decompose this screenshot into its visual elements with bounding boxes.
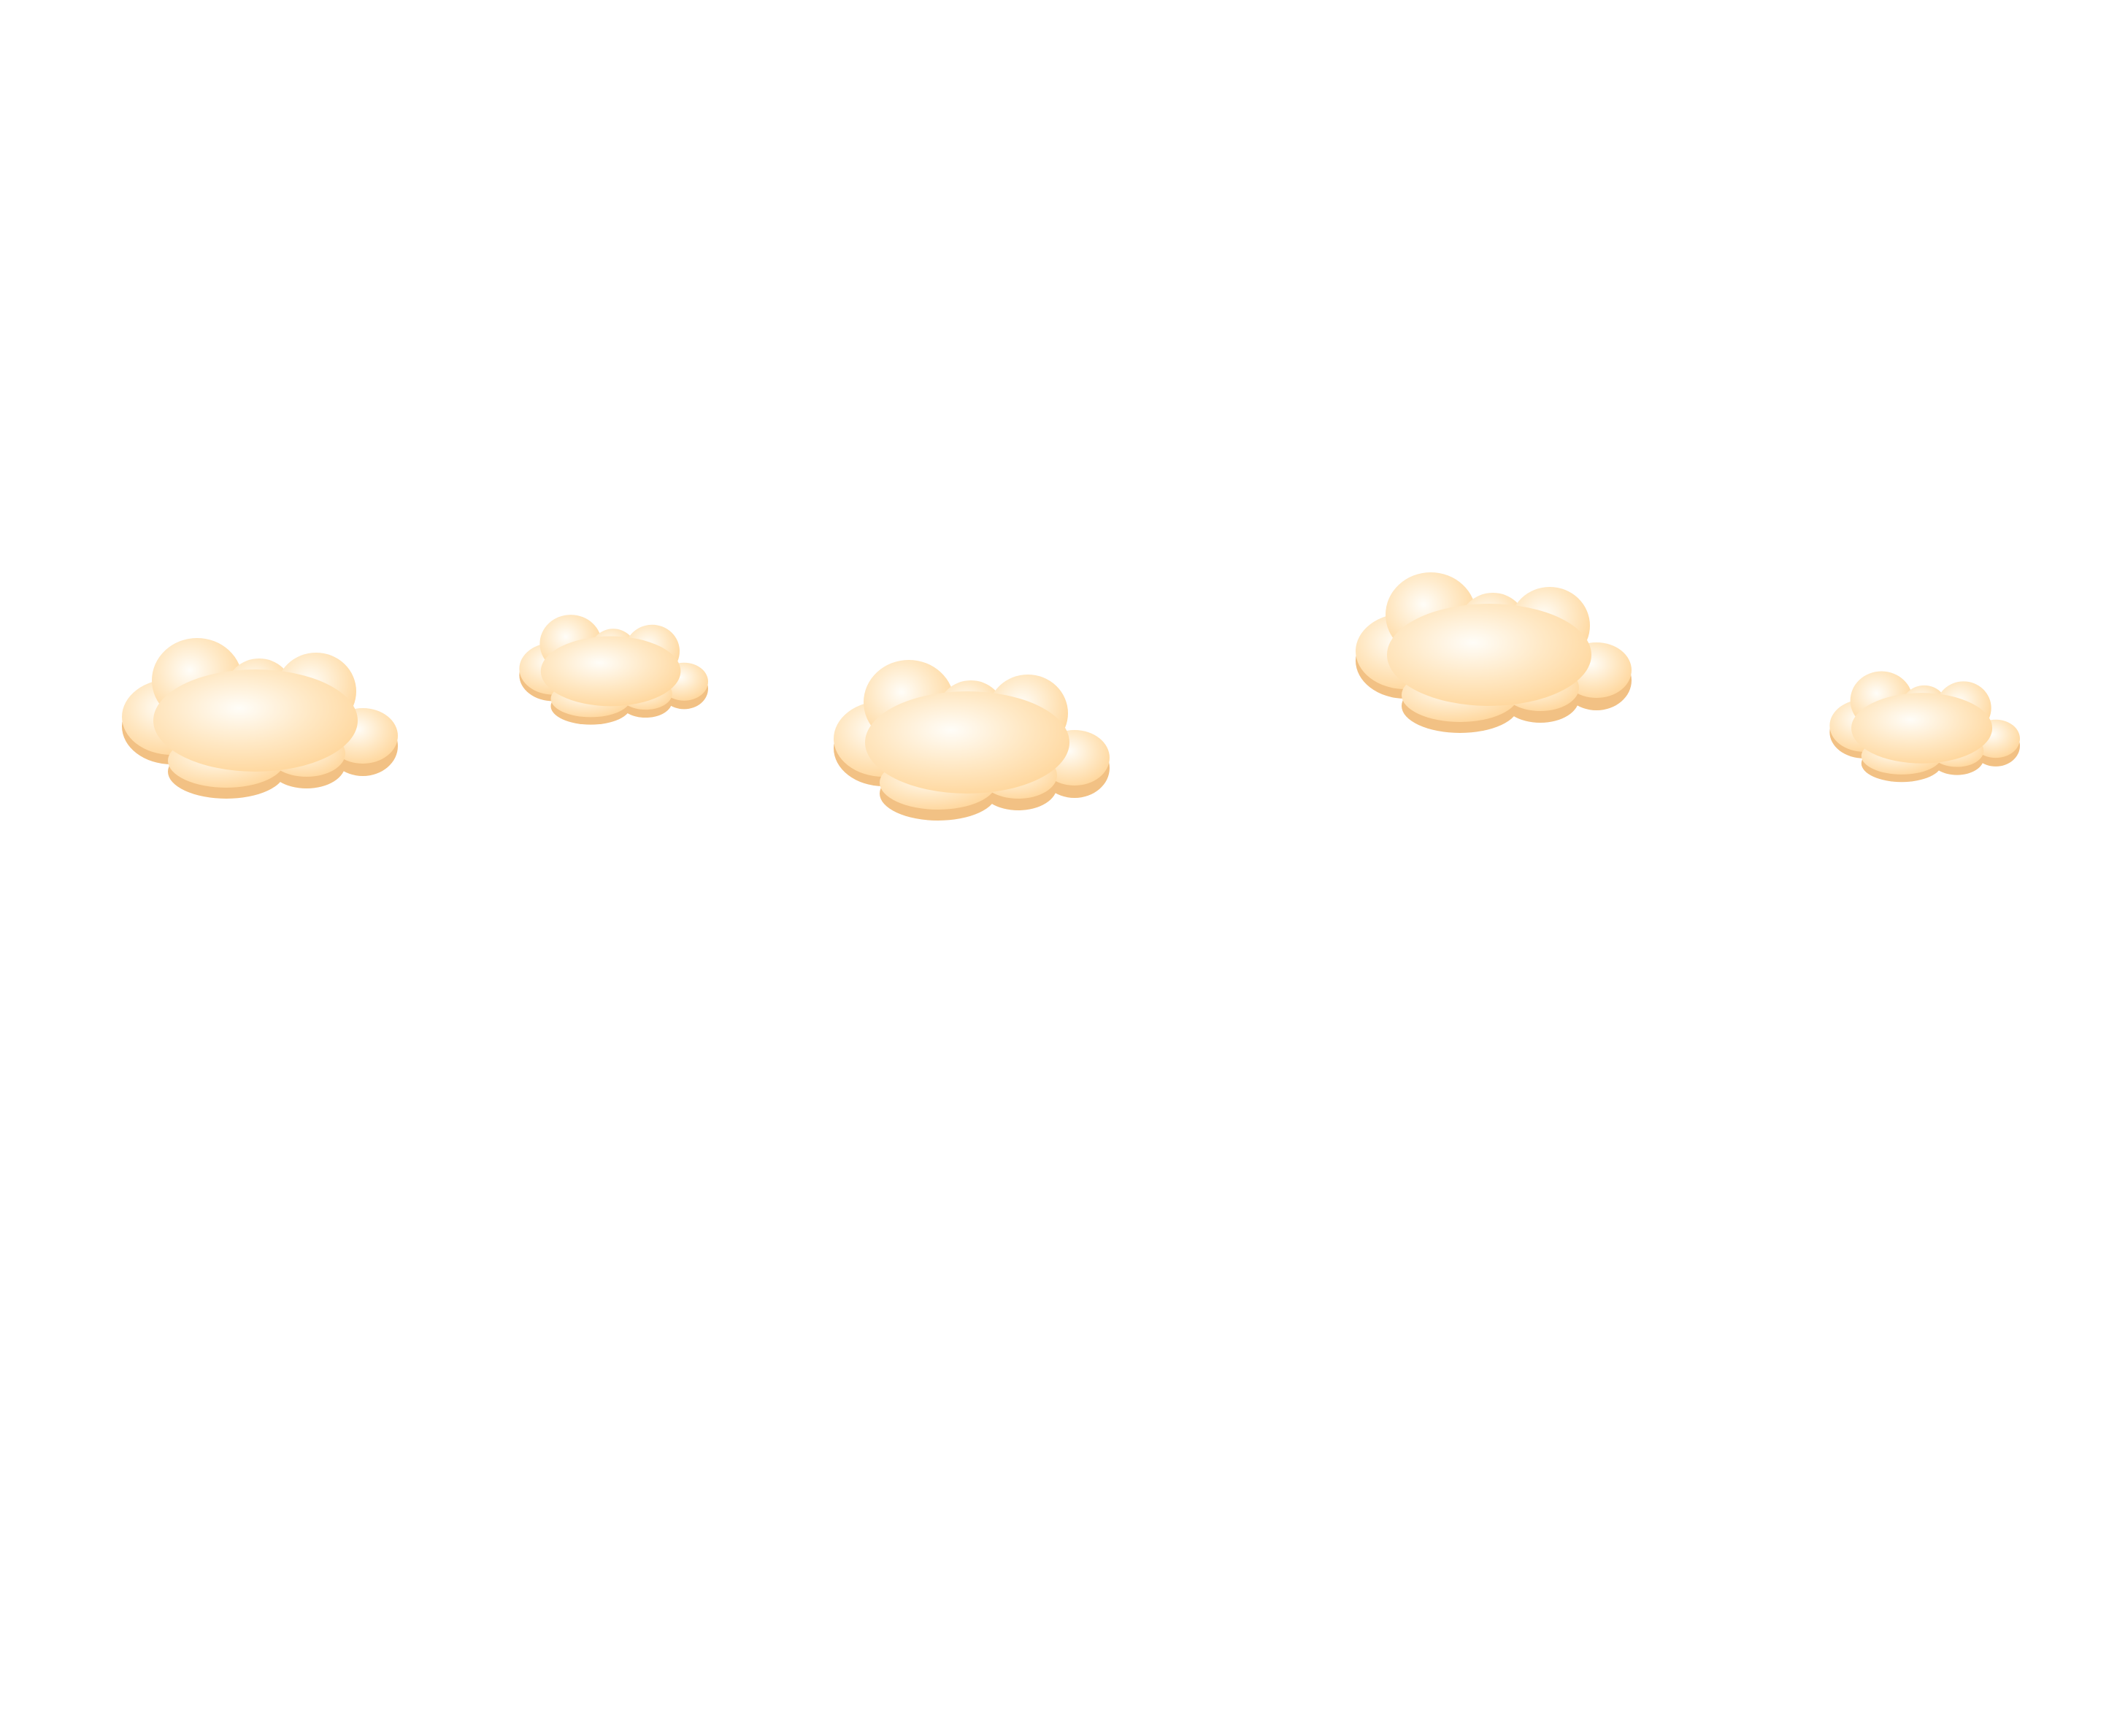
cloud-icon <box>1356 572 1632 733</box>
cloud-icon <box>834 660 1110 821</box>
cloud-icon <box>519 615 708 725</box>
cloud-icon <box>1829 671 2020 783</box>
cloud-icon <box>122 638 398 799</box>
